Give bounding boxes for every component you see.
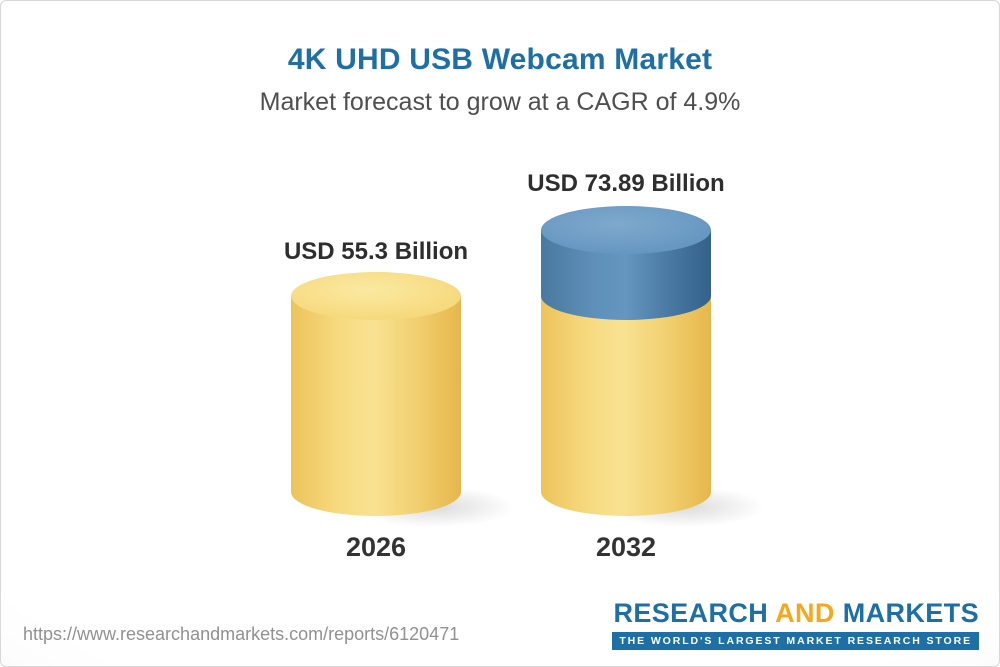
logo-word-research: RESEARCH bbox=[613, 598, 769, 628]
logo-word-and: AND bbox=[775, 598, 835, 628]
category-label-2026: 2026 bbox=[345, 532, 407, 562]
category-label-2032: 2032 bbox=[595, 532, 657, 562]
cylinder-body-2026 bbox=[291, 296, 461, 516]
logo-word-markets: MARKETS bbox=[842, 598, 979, 628]
value-label-2026: USD 55.3 Billion bbox=[283, 238, 469, 265]
logo-tagline: THE WORLD'S LARGEST MARKET RESEARCH STOR… bbox=[612, 632, 979, 650]
page-title: 4K UHD USB Webcam Market bbox=[287, 43, 713, 76]
research-and-markets-logo: RESEARCH AND MARKETS THE WORLD'S LARGEST… bbox=[612, 598, 979, 650]
cylinder-body-2032-base bbox=[541, 296, 711, 516]
cylinder-top-2026 bbox=[291, 272, 461, 320]
logo-wordmark: RESEARCH AND MARKETS bbox=[612, 598, 979, 629]
report-url[interactable]: https://www.researchandmarkets.com/repor… bbox=[23, 624, 460, 644]
cylinder-top-2032 bbox=[541, 206, 711, 254]
page-subtitle: Market forecast to grow at a CAGR of 4.9… bbox=[259, 88, 741, 116]
value-label-2032: USD 73.89 Billion bbox=[527, 170, 725, 197]
